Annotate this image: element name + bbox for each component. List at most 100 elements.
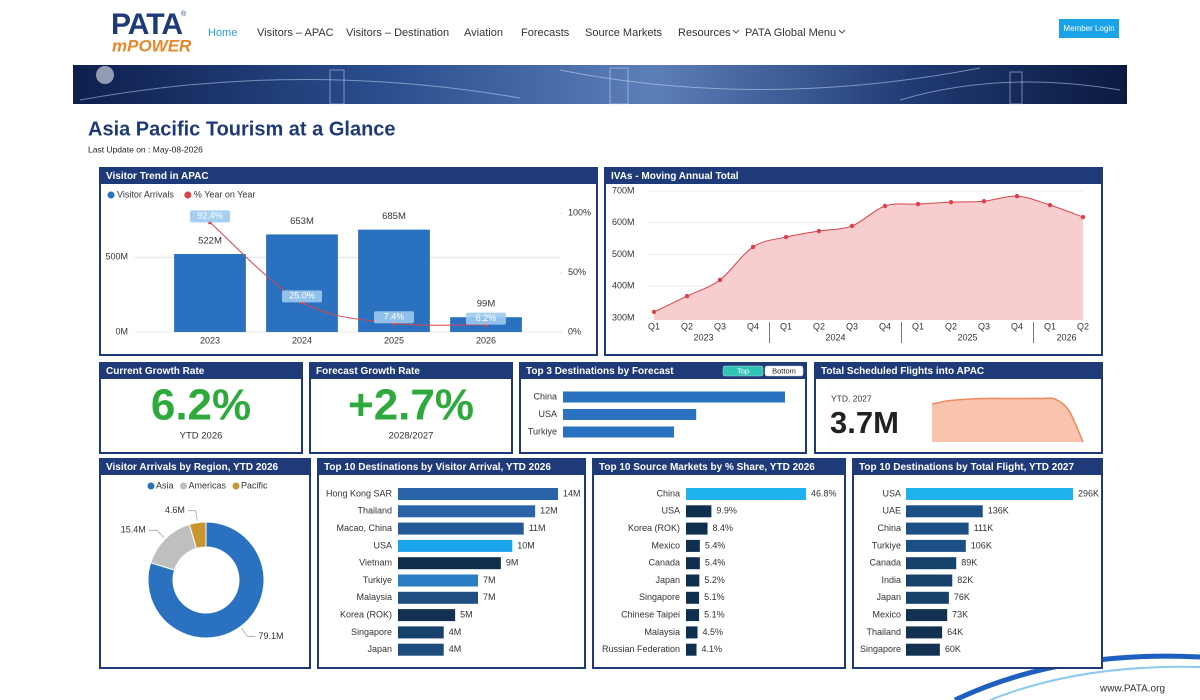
y-tick-label: 500M: [612, 249, 635, 259]
x-tick-label: Q1: [1044, 321, 1056, 331]
banner-lights: [79, 67, 1121, 105]
slice-label: 79.1M: [258, 631, 283, 641]
pct-label: 25.0%: [289, 291, 315, 301]
bar-category: China: [656, 488, 680, 498]
bar: [686, 488, 806, 500]
bar-label: 5.4%: [705, 540, 726, 550]
toggle-button[interactable]: [764, 365, 804, 377]
logo[interactable]: PATA: [111, 8, 183, 41]
legend-label: Pacific: [241, 480, 268, 490]
login-button[interactable]: [1059, 19, 1119, 38]
bar: [686, 539, 700, 552]
bar: [686, 591, 700, 604]
nav-item[interactable]: Forecasts: [521, 27, 570, 39]
card-title: Total Scheduled Flights into APAC: [821, 366, 984, 377]
line-point: [915, 201, 921, 207]
bar: [398, 539, 513, 552]
bar-category: Turkiye: [363, 575, 392, 585]
donut-slice: [147, 521, 265, 639]
nav-item[interactable]: PATA Global Menu: [745, 27, 836, 39]
bar: [398, 522, 524, 535]
nav-item[interactable]: Home: [208, 27, 237, 39]
y-tick-label: 300M: [612, 312, 635, 322]
bar: [906, 539, 966, 552]
banner: [73, 65, 1127, 104]
y-tick-label: 700M: [612, 185, 635, 195]
bar: [906, 488, 1073, 500]
x-tick-label: 2026: [476, 335, 496, 345]
card-title: Current Growth Rate: [106, 366, 205, 377]
x-tick-label: Q2: [945, 321, 957, 331]
x-tick-label: Q1: [780, 321, 792, 331]
y-tick-label: 500M: [105, 252, 128, 262]
bar: [398, 505, 536, 518]
toggle-label[interactable]: Bottom: [772, 366, 796, 375]
kpi-subtitle: YTD 2026: [180, 431, 223, 442]
bar-label: 522M: [198, 236, 222, 247]
bar: [686, 557, 700, 570]
bar-label: 14M: [563, 488, 581, 498]
bar-category: Mexico: [651, 540, 680, 550]
login-label[interactable]: Member Login: [1063, 24, 1114, 33]
bar-label: 12M: [540, 506, 558, 516]
card-header: [100, 459, 310, 475]
x-tick-label: Q4: [1011, 321, 1023, 331]
bar: [398, 643, 444, 656]
logo-sub[interactable]: mPOWER: [112, 36, 192, 55]
logo-mark: ®: [181, 10, 187, 18]
bar: [266, 234, 338, 332]
bar-category: Malaysia: [356, 592, 392, 602]
card-header: [318, 459, 585, 475]
nav-item[interactable]: Source Markets: [585, 27, 663, 39]
nav-item[interactable]: Visitors – APAC: [257, 27, 334, 39]
sparkline-area: [932, 398, 1083, 442]
footer-link[interactable]: www.PATA.org: [1099, 684, 1165, 695]
nav-item[interactable]: Aviation: [464, 27, 503, 39]
banner-flare: [96, 66, 114, 84]
bar-category: Macao, China: [336, 523, 392, 533]
bar: [563, 426, 674, 438]
bar-label: 296K: [1078, 488, 1099, 498]
bar-category: USA: [538, 409, 557, 419]
legend-swatch: [184, 191, 192, 199]
bar-category: Thailand: [866, 627, 901, 637]
toggle-button[interactable]: [722, 365, 764, 377]
bar-label: 685M: [382, 211, 406, 222]
card-title: IVAs - Moving Annual Total: [611, 171, 739, 182]
pct-label: 7.4%: [384, 312, 405, 322]
bar: [398, 557, 501, 570]
bar-category: Canada: [648, 558, 680, 568]
bar: [563, 409, 697, 420]
bar: [398, 609, 456, 622]
bar-category: Mexico: [872, 609, 901, 619]
x-tick-label: Q2: [1077, 321, 1089, 331]
x-tick-label: Q3: [846, 321, 858, 331]
bar-label: 11M: [529, 523, 546, 533]
bar: [906, 643, 940, 656]
nav-item[interactable]: Resources: [678, 27, 731, 39]
bar-label: 9.9%: [716, 506, 737, 516]
bar-label: 136K: [988, 506, 1009, 516]
chevron: [838, 29, 846, 34]
x-tick-label: Q3: [978, 321, 990, 331]
y2-tick-label: 100%: [568, 208, 591, 218]
legend-swatch: [232, 482, 240, 490]
card-title: Top 10 Destinations by Visitor Arrival, …: [324, 462, 551, 473]
card-title: Visitor Arrivals by Region, YTD 2026: [106, 462, 279, 473]
bar-label: 7M: [483, 592, 496, 602]
bar-category: Hong Kong SAR: [326, 488, 393, 498]
line-point: [1014, 193, 1020, 199]
legend-label: Asia: [156, 480, 174, 490]
bar: [398, 626, 444, 639]
label-box: [466, 312, 506, 325]
bar-category: Japan: [876, 592, 901, 602]
nav-item[interactable]: Visitors – Destination: [346, 27, 449, 39]
line-point: [849, 223, 855, 229]
card-header: [605, 168, 1102, 184]
bar-category: Japan: [367, 644, 392, 654]
bar: [686, 574, 700, 587]
kpi-value: +2.7%: [348, 381, 474, 430]
toggle-label[interactable]: Top: [737, 366, 749, 375]
bar-label: 9M: [506, 558, 519, 568]
bar-label: 4.5%: [703, 627, 724, 637]
